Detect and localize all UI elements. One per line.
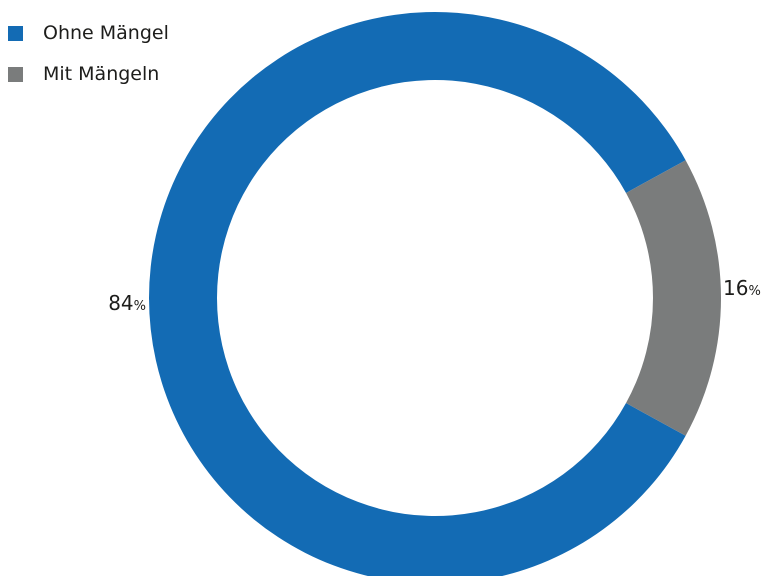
data-label-mit-maengeln: 16% [723, 276, 761, 300]
legend-item-ohne-maengel: Ohne Mängel [8, 22, 169, 44]
data-label-unit: % [748, 284, 760, 299]
donut-slice-mit-maengeln [626, 160, 721, 436]
legend-label-ohne-maengel: Ohne Mängel [43, 22, 169, 44]
data-label-unit: % [134, 299, 146, 314]
legend-label-mit-maengeln: Mit Mängeln [43, 63, 160, 85]
data-label-ohne-maengel: 84% [108, 291, 146, 315]
data-label-value: 84 [108, 291, 133, 315]
data-label-value: 16 [723, 276, 748, 300]
legend-swatch-ohne-maengel [8, 25, 23, 41]
chart-legend: Ohne Mängel Mit Mängeln [8, 22, 169, 104]
legend-swatch-mit-maengeln [8, 66, 23, 82]
legend-item-mit-maengeln: Mit Mängeln [8, 63, 169, 85]
donut-slice-ohne-maengel [149, 12, 686, 576]
